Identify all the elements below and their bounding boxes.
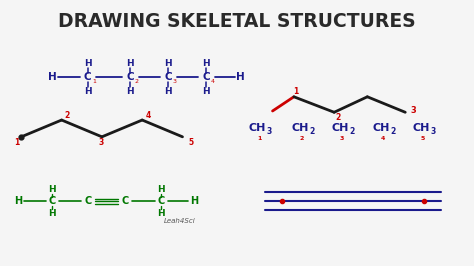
Text: 3: 3 — [411, 106, 417, 115]
Text: 2: 2 — [350, 127, 355, 136]
Text: H: H — [14, 196, 22, 206]
Text: 2: 2 — [335, 113, 341, 122]
Text: H: H — [202, 87, 210, 96]
Text: 3: 3 — [98, 138, 104, 147]
Text: H: H — [48, 72, 56, 82]
Text: 1: 1 — [257, 136, 262, 141]
Text: 3: 3 — [340, 136, 345, 141]
Text: 3: 3 — [267, 127, 272, 136]
Text: H: H — [190, 196, 199, 206]
Text: 1: 1 — [92, 79, 96, 84]
Text: H: H — [164, 87, 172, 96]
Text: Leah4Sci: Leah4Sci — [164, 218, 196, 224]
Text: CH: CH — [249, 123, 266, 133]
Text: 2: 2 — [390, 127, 395, 136]
Text: H: H — [127, 87, 134, 96]
Text: 5: 5 — [189, 138, 193, 147]
Text: H: H — [48, 209, 56, 218]
Text: H: H — [84, 59, 91, 68]
Text: H: H — [237, 72, 245, 82]
Text: C: C — [84, 196, 91, 206]
Text: 5: 5 — [420, 136, 425, 141]
Text: H: H — [202, 59, 210, 68]
Text: H: H — [48, 185, 56, 194]
Text: 2: 2 — [135, 79, 138, 84]
Text: CH: CH — [372, 123, 390, 133]
Text: 3: 3 — [430, 127, 436, 136]
Text: 3: 3 — [173, 79, 176, 84]
Text: 2: 2 — [300, 136, 304, 141]
Text: 1: 1 — [14, 138, 19, 147]
Text: H: H — [84, 87, 91, 96]
Text: C: C — [127, 72, 134, 82]
Text: C: C — [84, 72, 91, 82]
Text: 1: 1 — [293, 87, 299, 96]
Text: CH: CH — [292, 123, 309, 133]
Text: 2: 2 — [310, 127, 315, 136]
Text: C: C — [48, 196, 56, 206]
Text: C: C — [122, 196, 129, 206]
Text: H: H — [127, 59, 134, 68]
Text: C: C — [164, 72, 172, 82]
Text: 2: 2 — [64, 111, 70, 120]
Text: H: H — [157, 209, 165, 218]
Text: C: C — [157, 196, 165, 206]
Text: CH: CH — [332, 123, 349, 133]
Text: H: H — [157, 185, 165, 194]
Text: C: C — [202, 72, 210, 82]
Text: H: H — [164, 59, 172, 68]
Text: DRAWING SKELETAL STRUCTURES: DRAWING SKELETAL STRUCTURES — [58, 12, 416, 31]
Text: 4: 4 — [145, 111, 151, 120]
Text: 4: 4 — [380, 136, 385, 141]
Text: CH: CH — [412, 123, 430, 133]
Text: 4: 4 — [210, 79, 214, 84]
